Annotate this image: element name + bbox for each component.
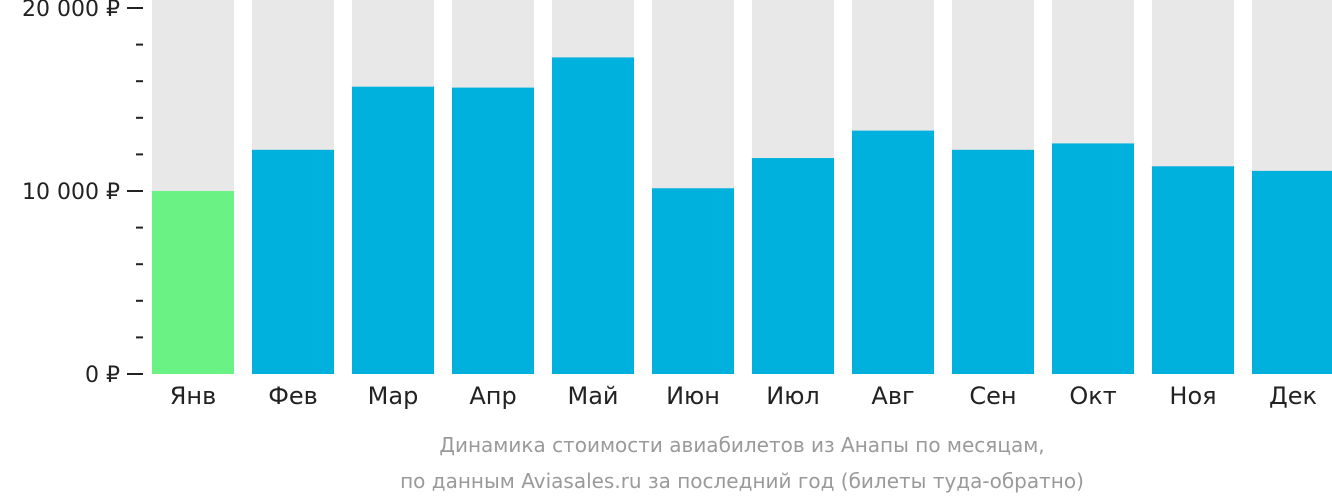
x-tick-label: Дек [1269,382,1317,410]
x-tick-label: Июн [666,382,720,410]
x-tick-label: Сен [969,382,1016,410]
y-tick-label: 20 000 ₽ [22,0,120,22]
bar-5 [552,57,634,374]
x-tick-label: Авг [871,382,914,410]
bar-9 [952,149,1034,374]
bar-6 [652,188,734,374]
bar-2 [252,149,334,374]
x-tick-label: Ноя [1169,382,1216,410]
bar-10 [1052,143,1134,374]
bar-11 [1152,166,1234,374]
bar-4 [452,87,534,374]
x-tick-label: Фев [268,382,318,410]
y-tick-label: 10 000 ₽ [22,180,120,205]
x-tick-label: Апр [469,382,516,410]
x-tick-label: Окт [1069,382,1116,410]
data-bars [152,57,1332,374]
x-tick-label: Май [567,382,618,410]
x-tick-label: Янв [170,382,217,410]
bar-3 [352,86,434,374]
bar-12 [1252,170,1332,374]
x-axis-labels: Янв Фев Мар Апр Май Июн Июл Авг Сен Окт Ноя Дек [170,382,1317,410]
x-tick-label: Мар [368,382,419,410]
bar-8 [852,130,934,374]
bar-7 [752,158,834,374]
y-axis: 0 ₽ 10 000 ₽ 20 000 ₽ [22,0,143,388]
caption-line-2: по данным Aviasales.ru за последний год … [400,469,1084,493]
caption-line-1: Динамика стоимости авиабилетов из Анапы … [439,433,1044,457]
bar-1 [152,191,234,374]
y-tick-label: 0 ₽ [85,363,120,388]
x-tick-label: Июл [766,382,820,410]
